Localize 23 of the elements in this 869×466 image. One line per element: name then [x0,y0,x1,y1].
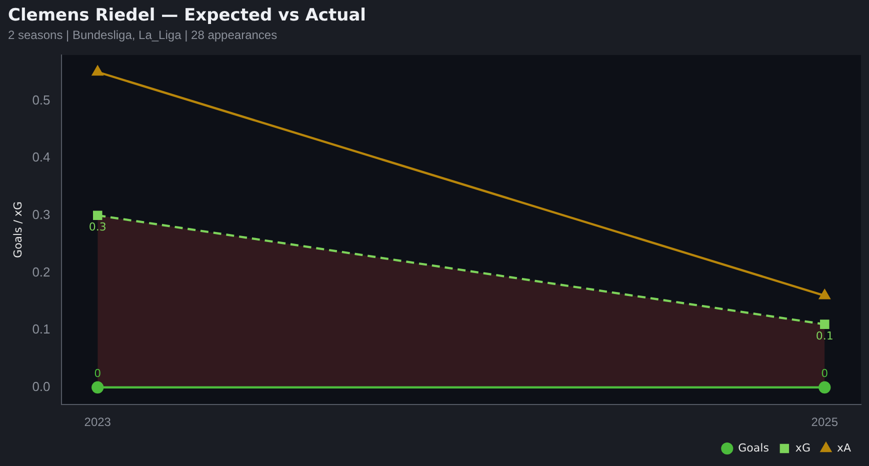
data-label: 0.3 [88,220,106,234]
point [92,210,102,220]
point [818,381,831,394]
chart-title: Clemens Riedel — Expected vs Actual [8,6,366,26]
data-label: 0.1 [816,330,834,343]
data-label: 0 [94,366,102,380]
legend-label: xA [836,441,852,454]
point [819,290,830,300]
y-tick-label: 0.5 [32,92,50,108]
chart-subtitle: 2 seasons | Bundesliga, La_Liga | 28 appearances [8,28,278,42]
legend-label: xG [795,441,810,454]
y-tick-label: 0.3 [32,206,50,222]
y-axis-title: Goals / xG [11,201,24,258]
y-tick-label: 0.4 [32,150,50,165]
data-label: 0 [821,366,828,380]
point [92,381,104,394]
legend-label: Goals [738,441,770,454]
x-tick-label: 2023 [84,415,112,430]
point [820,320,830,329]
y-tick-label: 0.1 [32,322,50,337]
x-tick-label: 2025 [811,415,838,430]
y-tick-label: 0.0 [32,378,50,394]
y-tick-label: 0.2 [32,264,50,280]
